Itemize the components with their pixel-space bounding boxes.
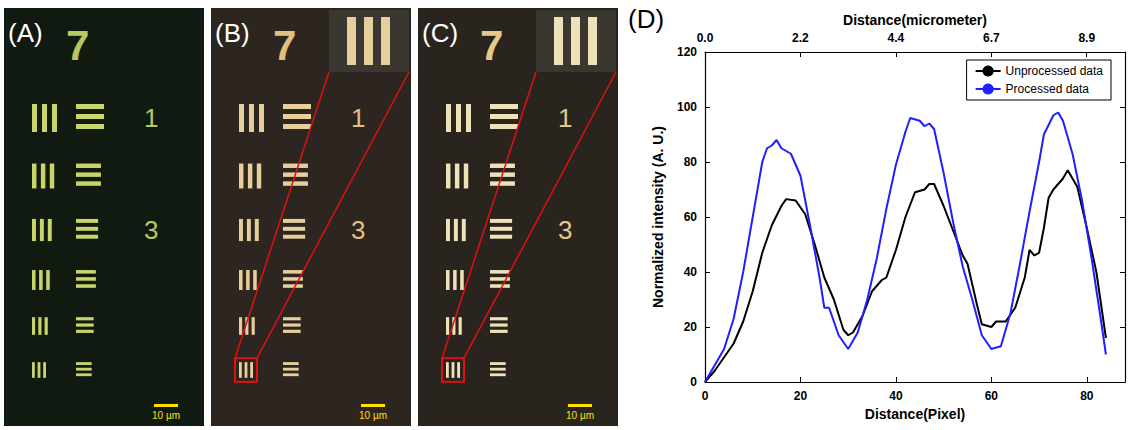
svg-text:80: 80 — [684, 155, 698, 169]
svg-text:3: 3 — [351, 215, 365, 245]
svg-text:Distance(micrometer): Distance(micrometer) — [843, 12, 987, 28]
svg-text:(A): (A) — [8, 18, 43, 48]
svg-text:3: 3 — [558, 215, 572, 245]
svg-text:2.2: 2.2 — [792, 31, 809, 45]
svg-text:Distance(Pixel): Distance(Pixel) — [865, 406, 965, 422]
svg-text:6.7: 6.7 — [983, 31, 1000, 45]
svg-text:10 µm: 10 µm — [152, 410, 180, 421]
svg-text:1: 1 — [558, 103, 572, 133]
svg-text:8.9: 8.9 — [1078, 31, 1095, 45]
svg-text:(B): (B) — [215, 18, 250, 48]
svg-text:Unprocessed data: Unprocessed data — [1006, 64, 1104, 78]
svg-text:4.4: 4.4 — [888, 31, 905, 45]
svg-text:120: 120 — [677, 45, 697, 59]
svg-text:3: 3 — [144, 215, 158, 245]
svg-text:10 µm: 10 µm — [359, 410, 387, 421]
svg-text:20: 20 — [794, 389, 808, 403]
svg-text:40: 40 — [684, 265, 698, 279]
svg-text:20: 20 — [684, 320, 698, 334]
svg-text:40: 40 — [889, 389, 903, 403]
svg-text:7: 7 — [273, 22, 296, 69]
svg-text:1: 1 — [144, 103, 158, 133]
svg-text:100: 100 — [677, 100, 697, 114]
svg-text:7: 7 — [480, 22, 503, 69]
svg-text:0: 0 — [690, 375, 697, 389]
svg-text:1: 1 — [351, 103, 365, 133]
html-text:(D): (D) — [628, 4, 665, 34]
svg-text:0: 0 — [702, 389, 709, 403]
svg-text:10 µm: 10 µm — [566, 410, 594, 421]
svg-text:Normalized intensity (A. U.): Normalized intensity (A. U.) — [650, 126, 666, 308]
svg-text:0.0: 0.0 — [697, 31, 714, 45]
svg-text:(C): (C) — [422, 18, 458, 48]
svg-text:60: 60 — [985, 389, 999, 403]
svg-text:60: 60 — [684, 210, 698, 224]
svg-text:80: 80 — [1080, 389, 1094, 403]
svg-text:Processed data: Processed data — [1006, 82, 1090, 96]
svg-text:7: 7 — [66, 22, 89, 69]
